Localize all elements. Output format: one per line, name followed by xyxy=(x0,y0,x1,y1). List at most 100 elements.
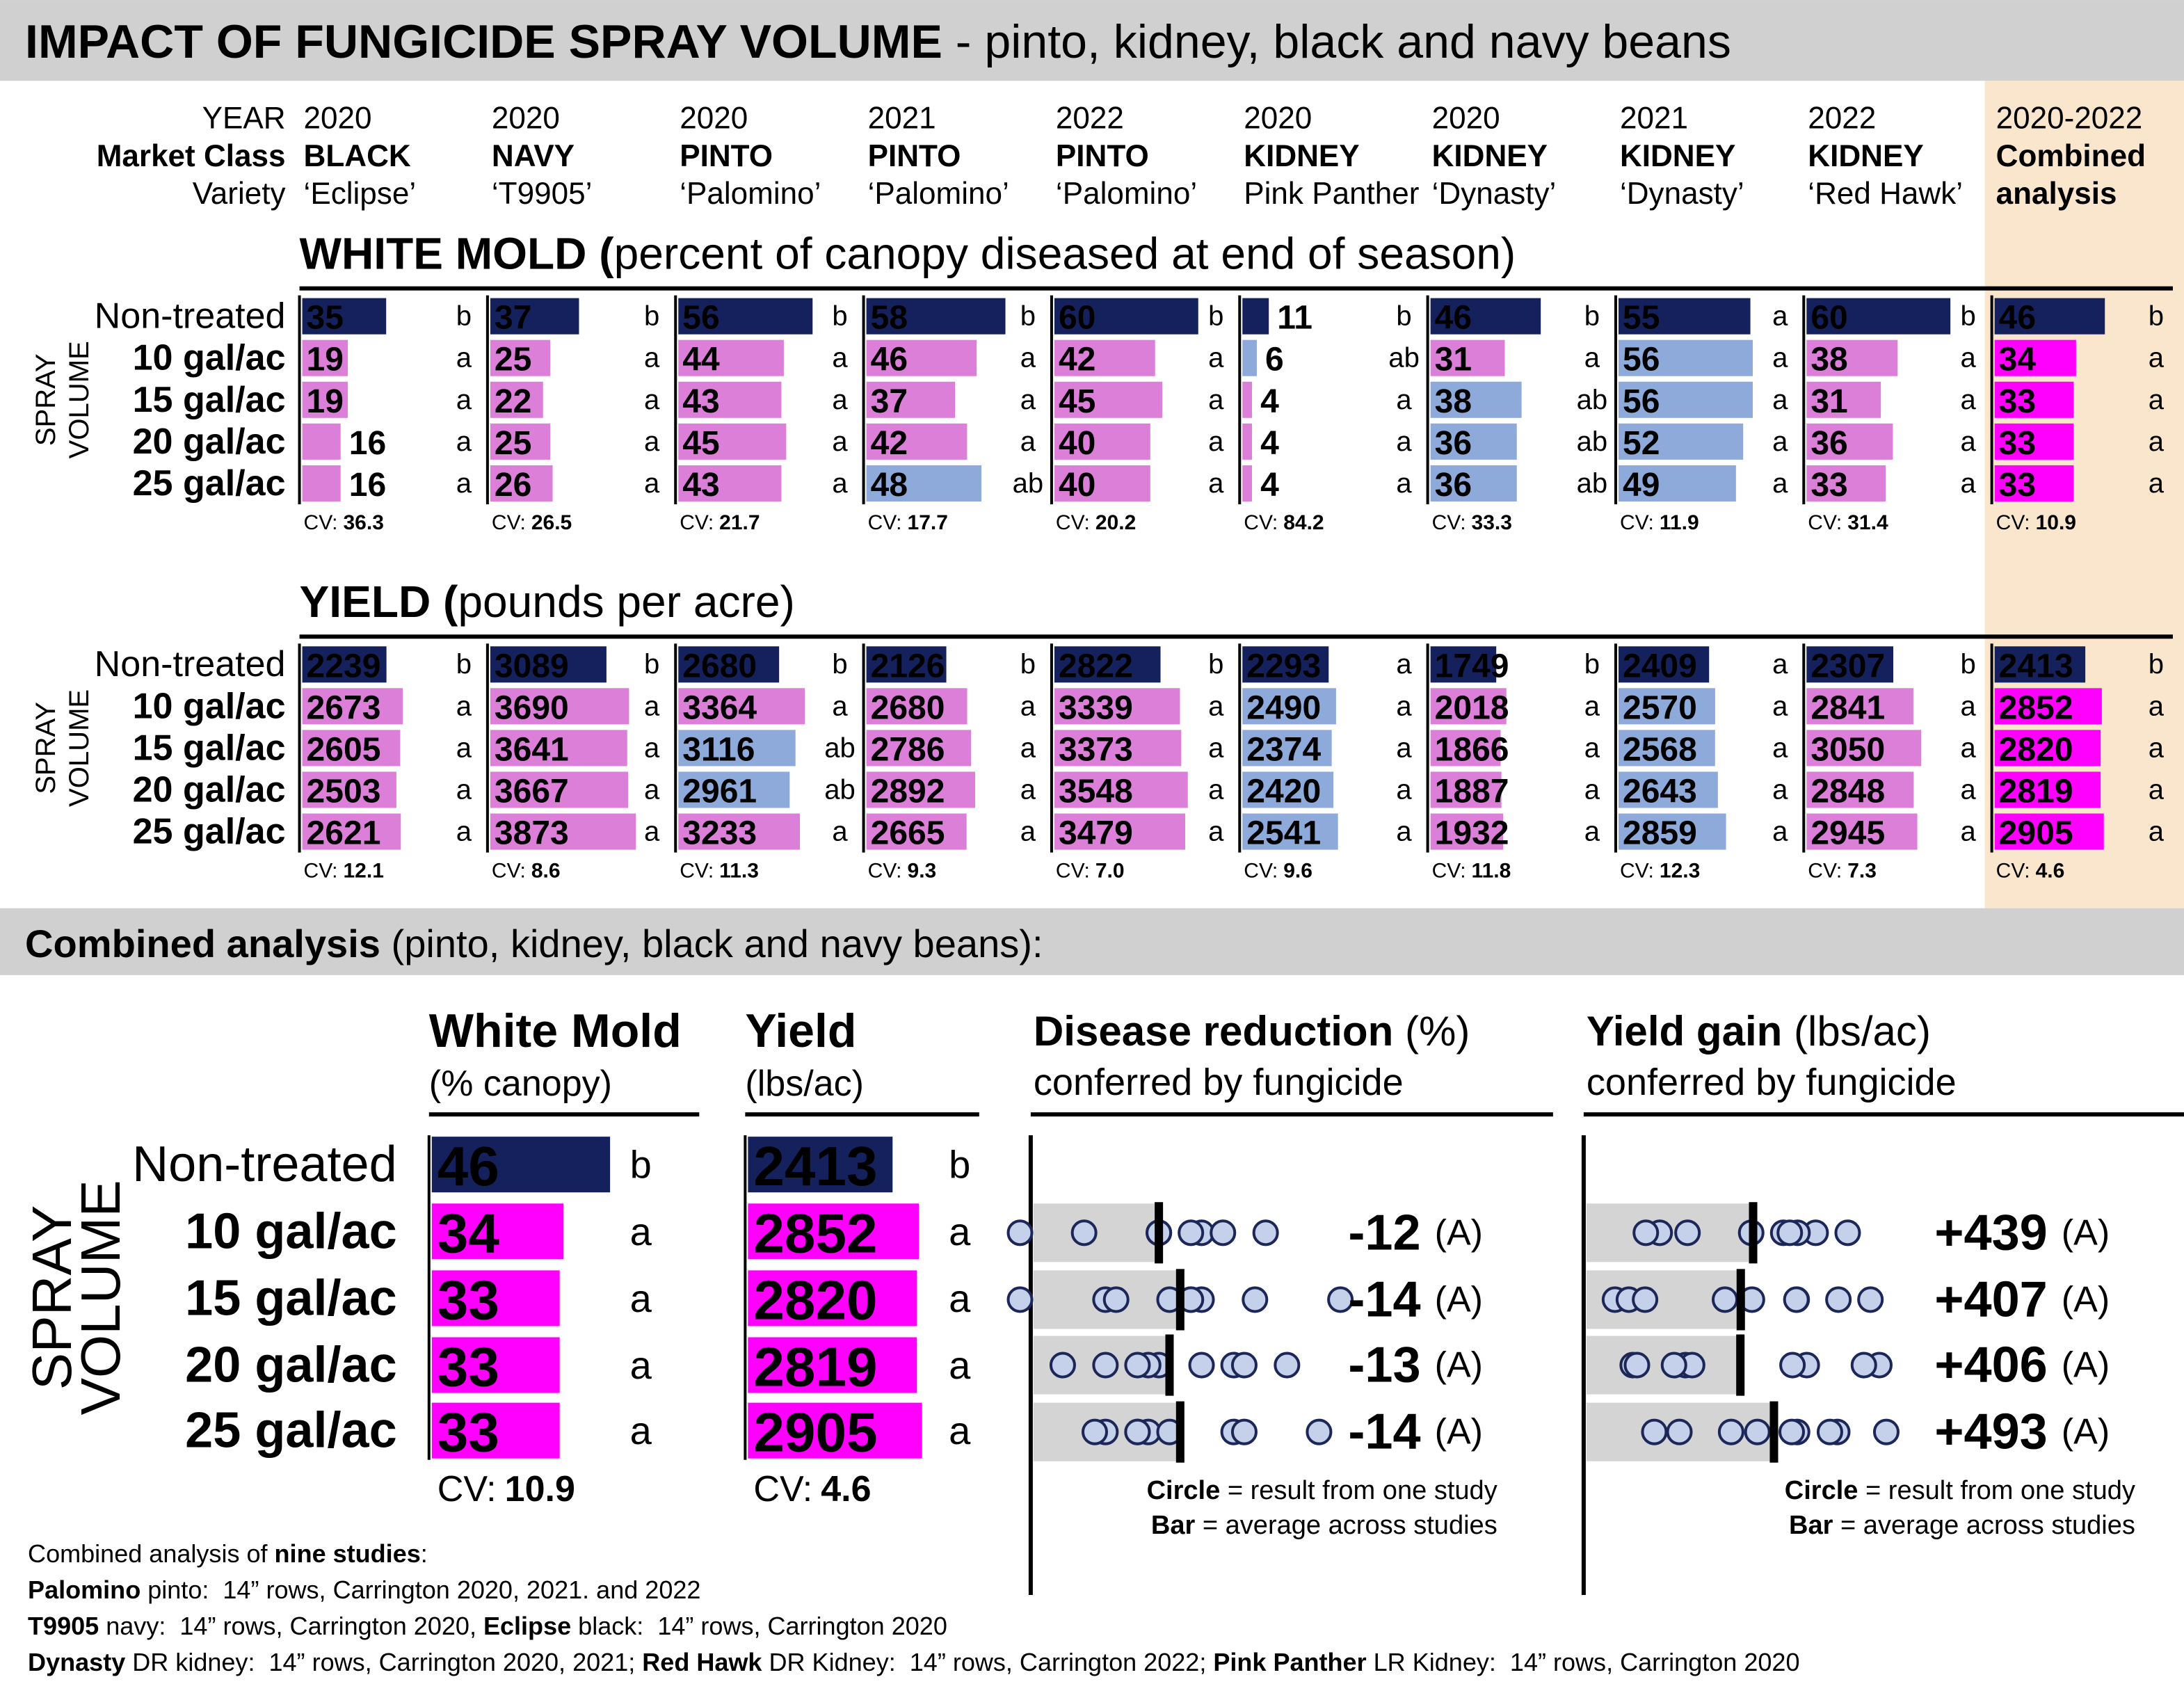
bar-value: 3364 xyxy=(682,689,757,726)
bar-value: 2568 xyxy=(1623,730,1697,768)
bar xyxy=(1806,646,1894,683)
bar-value: 2820 xyxy=(753,1268,877,1331)
bar-value: 3690 xyxy=(495,689,569,726)
section-title-part: WHITE MOLD ( xyxy=(300,229,615,279)
cv-part: 11.9 xyxy=(1660,511,1699,534)
footnote-part: LR Kidney: 14” rows, Carrington 2020 xyxy=(1367,1648,1800,1676)
bar-value: 2786 xyxy=(871,730,945,768)
cv: CV: 11.3 xyxy=(680,859,759,882)
cv-part: CV: xyxy=(1808,511,1842,534)
study-class: KIDNEY xyxy=(1620,139,1735,173)
effect-value: -12 xyxy=(1348,1205,1420,1260)
bar xyxy=(1806,423,1893,460)
significance-letter: b xyxy=(949,1143,970,1187)
study-point xyxy=(1124,1352,1151,1379)
significance-letter: a xyxy=(1772,817,1788,847)
significance-letter: a xyxy=(2149,774,2165,805)
bar-value: 1932 xyxy=(1435,815,1509,852)
bar-value: 1887 xyxy=(1435,772,1509,810)
significance-letter: a xyxy=(456,691,472,721)
legend-entry-part: = result from one study xyxy=(1858,1476,2135,1505)
cv-part: CV: xyxy=(1244,859,1278,882)
bar xyxy=(866,298,1006,335)
cv: CV: 8.6 xyxy=(492,859,561,882)
bar-value: 2307 xyxy=(1810,647,1885,684)
bar-value: 33 xyxy=(1999,466,2036,504)
cv-part: CV: xyxy=(1996,511,2030,534)
significance-letter: a xyxy=(1396,649,1412,680)
bar xyxy=(678,339,784,376)
significance-letter: b xyxy=(2149,649,2164,680)
bar-value: 43 xyxy=(682,466,719,504)
bar xyxy=(1994,730,2101,767)
bar xyxy=(302,339,348,376)
bar xyxy=(431,1337,560,1393)
bar xyxy=(1994,813,2104,850)
bar-value: 2673 xyxy=(307,689,381,726)
bar xyxy=(1806,688,1913,725)
bar-value: 2822 xyxy=(1059,647,1133,684)
mean-tick xyxy=(1736,1334,1745,1396)
bar xyxy=(1430,423,1517,460)
bar-value: 2490 xyxy=(1246,689,1321,726)
significance-letter: a xyxy=(630,1276,652,1320)
bar-value: 48 xyxy=(871,466,908,504)
bar xyxy=(1618,646,1710,683)
bar-value: 11 xyxy=(1277,299,1312,337)
bar xyxy=(1430,813,1504,850)
bar xyxy=(302,465,341,502)
significance-letter: a xyxy=(644,774,660,805)
significance-letter: a xyxy=(630,1343,652,1387)
significance-letter: a xyxy=(1208,732,1224,763)
bar xyxy=(1430,339,1505,376)
bar xyxy=(1994,465,2074,502)
significance-letter: b xyxy=(1960,301,1975,332)
bar-value: 40 xyxy=(1059,424,1095,462)
cv-part: CV: xyxy=(1620,859,1654,882)
effect-value: -13 xyxy=(1348,1338,1420,1393)
footnote-part: Eclipse xyxy=(483,1612,571,1640)
bar xyxy=(1618,730,1715,767)
significance-letter: a xyxy=(1772,732,1788,763)
cv-part: CV: xyxy=(868,511,902,534)
study-year: 2022 xyxy=(1056,102,1124,136)
treatment-label: 10 gal/ac xyxy=(133,338,286,378)
significance-letter: ab xyxy=(824,774,856,805)
study-variety: Pink Panther xyxy=(1244,177,1419,211)
significance-letter: a xyxy=(1772,774,1788,805)
study-point xyxy=(1674,1219,1701,1246)
bar-value: 49 xyxy=(1623,466,1660,504)
bar-value: 4 xyxy=(1260,466,1279,504)
bar xyxy=(678,688,805,725)
bar-value: 2961 xyxy=(682,772,757,810)
bar xyxy=(1430,730,1501,767)
significance-letter: a xyxy=(1396,691,1412,721)
significance-letter: a xyxy=(1772,691,1788,721)
significance-letter: b xyxy=(1584,649,1600,680)
bar xyxy=(1430,771,1502,808)
bar xyxy=(431,1270,560,1326)
treatment-label: 10 gal/ac xyxy=(133,686,286,726)
bar-value: 6 xyxy=(1265,341,1284,378)
study-point xyxy=(1252,1219,1279,1246)
legend-entry-part: Bar xyxy=(1151,1511,1196,1540)
footnote: Combined analysis of nine studies: xyxy=(28,1539,428,1567)
legend-entry: Circle = result from one study xyxy=(1785,1476,2135,1505)
panel-title: Yield xyxy=(745,1004,856,1057)
significance-letter: a xyxy=(1020,691,1036,721)
bar xyxy=(1806,730,1922,767)
treatment-label: Non-treated xyxy=(132,1137,397,1192)
page-title: IMPACT OF FUNGICIDE SPRAY VOLUME - pinto… xyxy=(25,15,1731,68)
significance-letter: a xyxy=(1208,691,1224,721)
study-point xyxy=(1744,1418,1771,1445)
cv-part: CV: xyxy=(680,859,714,882)
bar-value: 36 xyxy=(1810,424,1847,462)
bar-value: 25 xyxy=(495,424,531,462)
cv: CV: 12.3 xyxy=(1620,859,1700,882)
bar-value: 52 xyxy=(1623,424,1660,462)
study-point xyxy=(1102,1286,1130,1313)
bar xyxy=(1054,381,1163,418)
bar xyxy=(302,771,396,808)
study-year: 2020 xyxy=(680,102,748,136)
